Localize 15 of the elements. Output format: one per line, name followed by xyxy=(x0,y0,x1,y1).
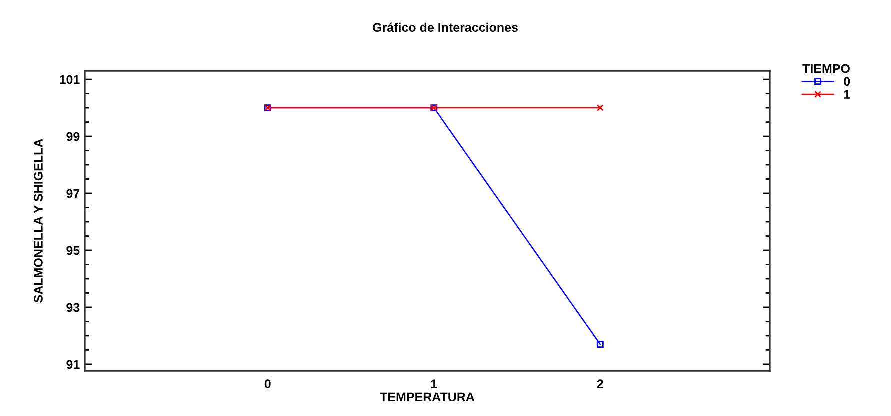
x-axis-title: TEMPERATURA xyxy=(380,392,475,402)
chart-title: Gráfico de Interacciones xyxy=(373,22,518,32)
x-tick-label: 0 xyxy=(264,380,271,389)
x-tick-label: 2 xyxy=(597,380,604,388)
y-tick-label: 101 xyxy=(60,75,80,84)
legend-label: 0 xyxy=(844,77,850,86)
y-tick-label: 91 xyxy=(66,360,80,370)
x-tick-label: 1 xyxy=(431,380,438,388)
y-tick-label: 95 xyxy=(66,246,80,256)
y-tick-label: 93 xyxy=(66,303,80,312)
y-tick-label: 97 xyxy=(66,189,80,198)
legend-label: 1 xyxy=(844,90,850,99)
legend-title: TIEMPO xyxy=(802,64,850,74)
y-tick-label: 99 xyxy=(66,132,80,142)
y-axis-title: SALMONELLA Y SHIGELLA xyxy=(34,139,43,303)
